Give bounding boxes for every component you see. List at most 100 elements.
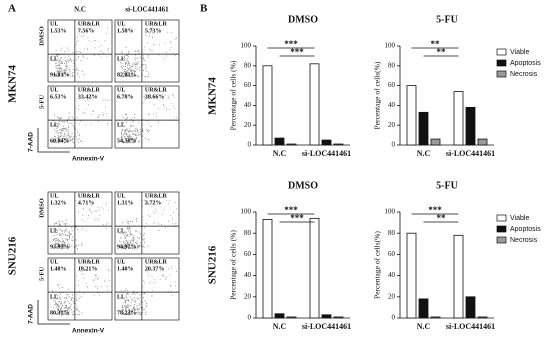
significance-label: ***: [284, 205, 298, 215]
event-dot: [131, 130, 133, 132]
event-dot: [59, 311, 61, 314]
event-dot: [83, 73, 85, 75]
event-dot: [101, 50, 103, 52]
event-dot: [80, 51, 82, 53]
event-dot: [63, 121, 65, 123]
event-dot: [87, 49, 89, 51]
event-dot: [63, 311, 65, 313]
event-dot: [68, 235, 70, 237]
event-dot: [75, 136, 77, 138]
event-dot: [103, 208, 105, 210]
event-dot: [174, 226, 176, 228]
event-dot: [98, 218, 100, 220]
event-dot: [72, 125, 74, 127]
event-dot: [131, 234, 133, 236]
event-dot: [151, 50, 153, 51]
event-dot: [60, 311, 62, 313]
event-dot: [59, 293, 62, 295]
event-dot: [127, 292, 129, 295]
event-dot: [128, 230, 130, 232]
event-dot: [169, 200, 171, 202]
event-dot: [57, 58, 59, 60]
event-dot: [69, 71, 71, 73]
significance-label: ***: [284, 39, 298, 49]
event-dot: [67, 293, 69, 295]
event-dot: [157, 32, 158, 34]
quadrant-text: UR&LR: [78, 21, 101, 27]
event-dot: [60, 129, 63, 131]
event-dot: [123, 245, 125, 247]
event-dot: [97, 288, 99, 289]
event-dot: [57, 71, 59, 73]
event-dot: [129, 128, 131, 130]
event-dot: [161, 275, 163, 277]
event-dot: [88, 27, 90, 29]
event-dot: [56, 313, 58, 315]
event-dot: [128, 62, 130, 64]
event-dot: [55, 65, 57, 67]
event-dot: [121, 58, 124, 60]
event-dot: [94, 274, 96, 276]
event-dot: [142, 135, 144, 137]
event-dot: [171, 294, 173, 296]
event-dot: [132, 309, 134, 311]
event-dot: [71, 73, 73, 75]
event-dot: [158, 223, 159, 225]
event-dot: [129, 67, 131, 69]
event-dot: [150, 281, 152, 283]
event-dot: [123, 240, 125, 242]
event-dot: [75, 226, 77, 229]
event-dot: [66, 297, 68, 299]
event-dot: [64, 309, 67, 312]
event-dot: [135, 62, 137, 64]
quadrant-text: UL: [117, 21, 125, 27]
event-dot: [81, 244, 83, 246]
event-dot: [55, 62, 57, 64]
event-dot: [136, 68, 138, 70]
event-dot: [126, 66, 128, 68]
event-dot: [124, 248, 126, 250]
event-dot: [98, 209, 100, 211]
event-dot: [135, 57, 137, 59]
event-dot: [97, 279, 99, 280]
event-dot: [80, 60, 82, 62]
event-dot: [63, 62, 65, 64]
event-dot: [70, 297, 72, 299]
event-dot: [128, 69, 130, 71]
event-dot: [61, 75, 63, 77]
event-dot: [172, 93, 174, 95]
event-dot: [136, 305, 138, 307]
event-dot: [57, 70, 59, 72]
event-dot: [137, 57, 139, 59]
event-dot: [138, 76, 140, 78]
x-tick-label: si-LOC441461: [302, 149, 351, 158]
event-dot: [62, 73, 64, 76]
event-dot: [131, 314, 133, 316]
event-dot: [133, 139, 135, 141]
chart-title: 5-FU: [436, 14, 458, 25]
event-dot: [128, 131, 130, 133]
event-dot: [60, 140, 62, 142]
event-dot: [59, 136, 62, 138]
bar: [321, 139, 332, 146]
event-dot: [77, 248, 79, 250]
event-dot: [129, 226, 131, 228]
bar: [286, 143, 297, 146]
event-dot: [165, 200, 167, 201]
event-dot: [107, 27, 108, 29]
event-dot: [138, 246, 140, 248]
event-dot: [60, 303, 62, 305]
event-dot: [54, 304, 56, 306]
event-dot: [76, 131, 79, 133]
event-dot: [59, 62, 61, 65]
event-dot: [132, 240, 134, 242]
event-dot: [126, 235, 128, 237]
event-dot: [125, 121, 128, 123]
event-dot: [175, 55, 176, 57]
event-dot: [122, 313, 124, 315]
bar: [274, 137, 285, 146]
event-dot: [95, 277, 97, 279]
event-dot: [55, 130, 57, 133]
event-dot: [121, 137, 123, 139]
event-dot: [61, 121, 63, 123]
